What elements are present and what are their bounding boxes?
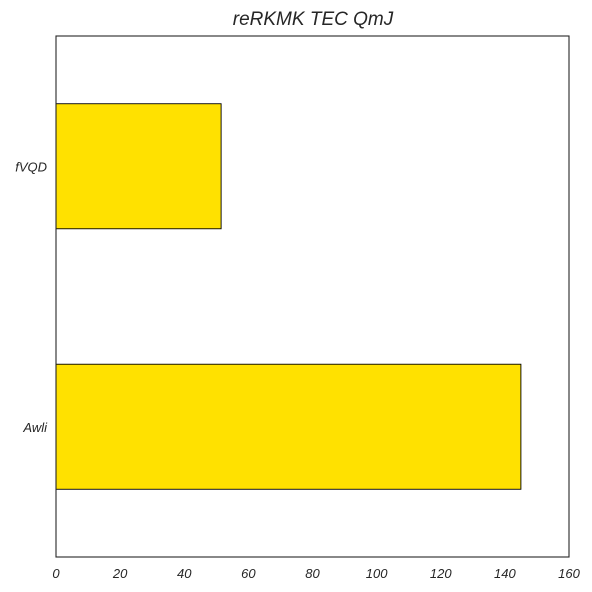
x-tick-label: 140	[494, 566, 516, 581]
category-label-fVQD: fVQD	[15, 159, 47, 174]
x-tick-label: 0	[52, 566, 60, 581]
bar-fVQD	[55, 103, 222, 230]
category-labels: fVQD Awli	[15, 159, 48, 435]
plot-frame	[55, 35, 570, 558]
category-label-Awli: Awli	[22, 420, 48, 435]
x-tick-label: 160	[558, 566, 580, 581]
x-tick-label: 120	[430, 566, 452, 581]
x-tick-label: 40	[177, 566, 192, 581]
x-tick-labels: 0 20 40 60 80 100 120 140 160	[52, 566, 580, 581]
x-tick-label: 60	[241, 566, 256, 581]
bar-Awli	[55, 363, 522, 490]
chart-title: reRKMK TEC QmJ	[233, 9, 394, 30]
bars-layer	[55, 103, 522, 490]
x-tick-label: 100	[366, 566, 388, 581]
x-tick-label: 20	[112, 566, 128, 581]
x-tick-label: 80	[305, 566, 320, 581]
